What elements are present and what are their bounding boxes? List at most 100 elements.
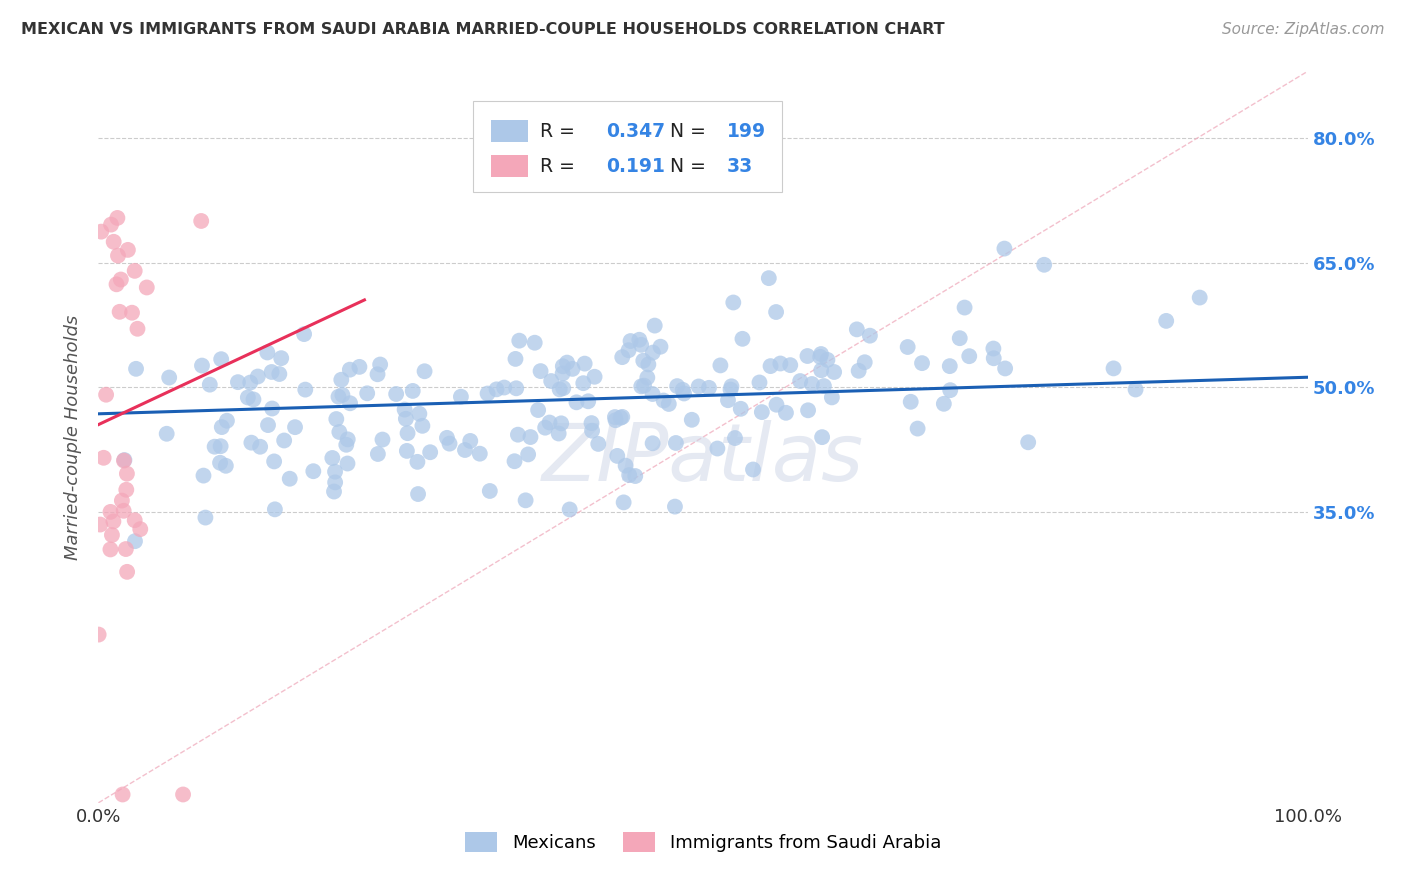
Point xyxy=(335,438,357,452)
Point xyxy=(650,340,672,354)
Point xyxy=(939,359,962,373)
Point xyxy=(215,458,238,473)
Point xyxy=(485,382,508,396)
Y-axis label: Married-couple Households: Married-couple Households xyxy=(65,315,83,559)
Point xyxy=(385,387,408,401)
Point xyxy=(204,440,226,454)
Point xyxy=(515,493,537,508)
Point xyxy=(983,351,1005,366)
Point xyxy=(550,417,572,431)
Point xyxy=(323,484,346,499)
Point xyxy=(897,340,920,354)
Point xyxy=(517,447,540,461)
Point xyxy=(110,272,132,286)
Point xyxy=(574,357,596,371)
Point xyxy=(135,280,157,294)
Text: ZIPatlas: ZIPatlas xyxy=(541,420,865,498)
Point xyxy=(263,454,285,468)
Point xyxy=(112,453,135,467)
Legend: Mexicans, Immigrants from Saudi Arabia: Mexicans, Immigrants from Saudi Arabia xyxy=(458,824,948,860)
Point xyxy=(588,437,610,451)
Point xyxy=(808,350,831,364)
Point xyxy=(810,363,832,377)
FancyBboxPatch shape xyxy=(474,101,782,192)
Point xyxy=(1188,291,1211,305)
Point xyxy=(458,434,481,448)
Point xyxy=(294,383,316,397)
Point xyxy=(706,442,728,456)
Point xyxy=(111,493,134,508)
Point xyxy=(193,468,215,483)
Point xyxy=(100,505,122,519)
Point xyxy=(406,455,429,469)
Point xyxy=(523,335,546,350)
Point xyxy=(108,305,131,319)
Point xyxy=(789,374,811,388)
Point xyxy=(758,271,780,285)
Point xyxy=(103,515,125,529)
Point xyxy=(402,384,425,398)
Point xyxy=(717,393,740,408)
Point xyxy=(269,367,291,381)
Point xyxy=(236,391,259,405)
Point xyxy=(1154,314,1177,328)
Point xyxy=(115,542,138,557)
Point xyxy=(1017,435,1039,450)
Point xyxy=(637,358,659,372)
Point xyxy=(605,413,627,427)
Text: 199: 199 xyxy=(727,122,766,141)
Point xyxy=(209,439,232,453)
Point xyxy=(859,328,882,343)
Point xyxy=(339,362,361,376)
Point xyxy=(439,436,461,450)
Point xyxy=(614,458,637,473)
Point xyxy=(673,386,696,401)
Point xyxy=(117,243,139,257)
Point xyxy=(172,788,194,802)
Point xyxy=(323,465,346,479)
Point xyxy=(115,565,138,579)
Point xyxy=(994,361,1017,376)
Point xyxy=(633,353,655,368)
Point xyxy=(368,358,391,372)
Point xyxy=(576,394,599,409)
Point xyxy=(603,410,626,425)
Point xyxy=(367,368,389,382)
Point xyxy=(617,343,640,358)
Point xyxy=(612,350,634,364)
Text: R =: R = xyxy=(540,157,575,176)
Point xyxy=(90,225,112,239)
Point xyxy=(112,504,135,518)
Point xyxy=(94,387,117,401)
Point xyxy=(561,362,583,376)
Point xyxy=(652,393,675,408)
Point xyxy=(107,249,129,263)
Point xyxy=(730,401,752,416)
Point xyxy=(581,424,603,438)
Point xyxy=(503,454,526,468)
Point xyxy=(724,431,747,445)
Point xyxy=(609,410,631,425)
Point xyxy=(262,401,284,416)
Point xyxy=(103,235,125,249)
Point xyxy=(658,397,681,411)
Point xyxy=(709,359,731,373)
Point xyxy=(821,391,844,405)
Point xyxy=(993,242,1015,256)
Point xyxy=(436,431,458,445)
Point xyxy=(939,383,962,397)
Point xyxy=(328,425,350,439)
Point xyxy=(270,351,292,366)
Point xyxy=(630,338,652,352)
Point xyxy=(538,416,561,430)
Point xyxy=(742,462,765,476)
Point xyxy=(779,358,801,372)
Point xyxy=(468,447,491,461)
Point xyxy=(209,352,232,367)
Point xyxy=(720,383,742,397)
Point xyxy=(751,405,773,419)
Point xyxy=(408,407,430,421)
Point xyxy=(157,370,180,384)
Point xyxy=(330,373,353,387)
Point xyxy=(302,464,325,478)
